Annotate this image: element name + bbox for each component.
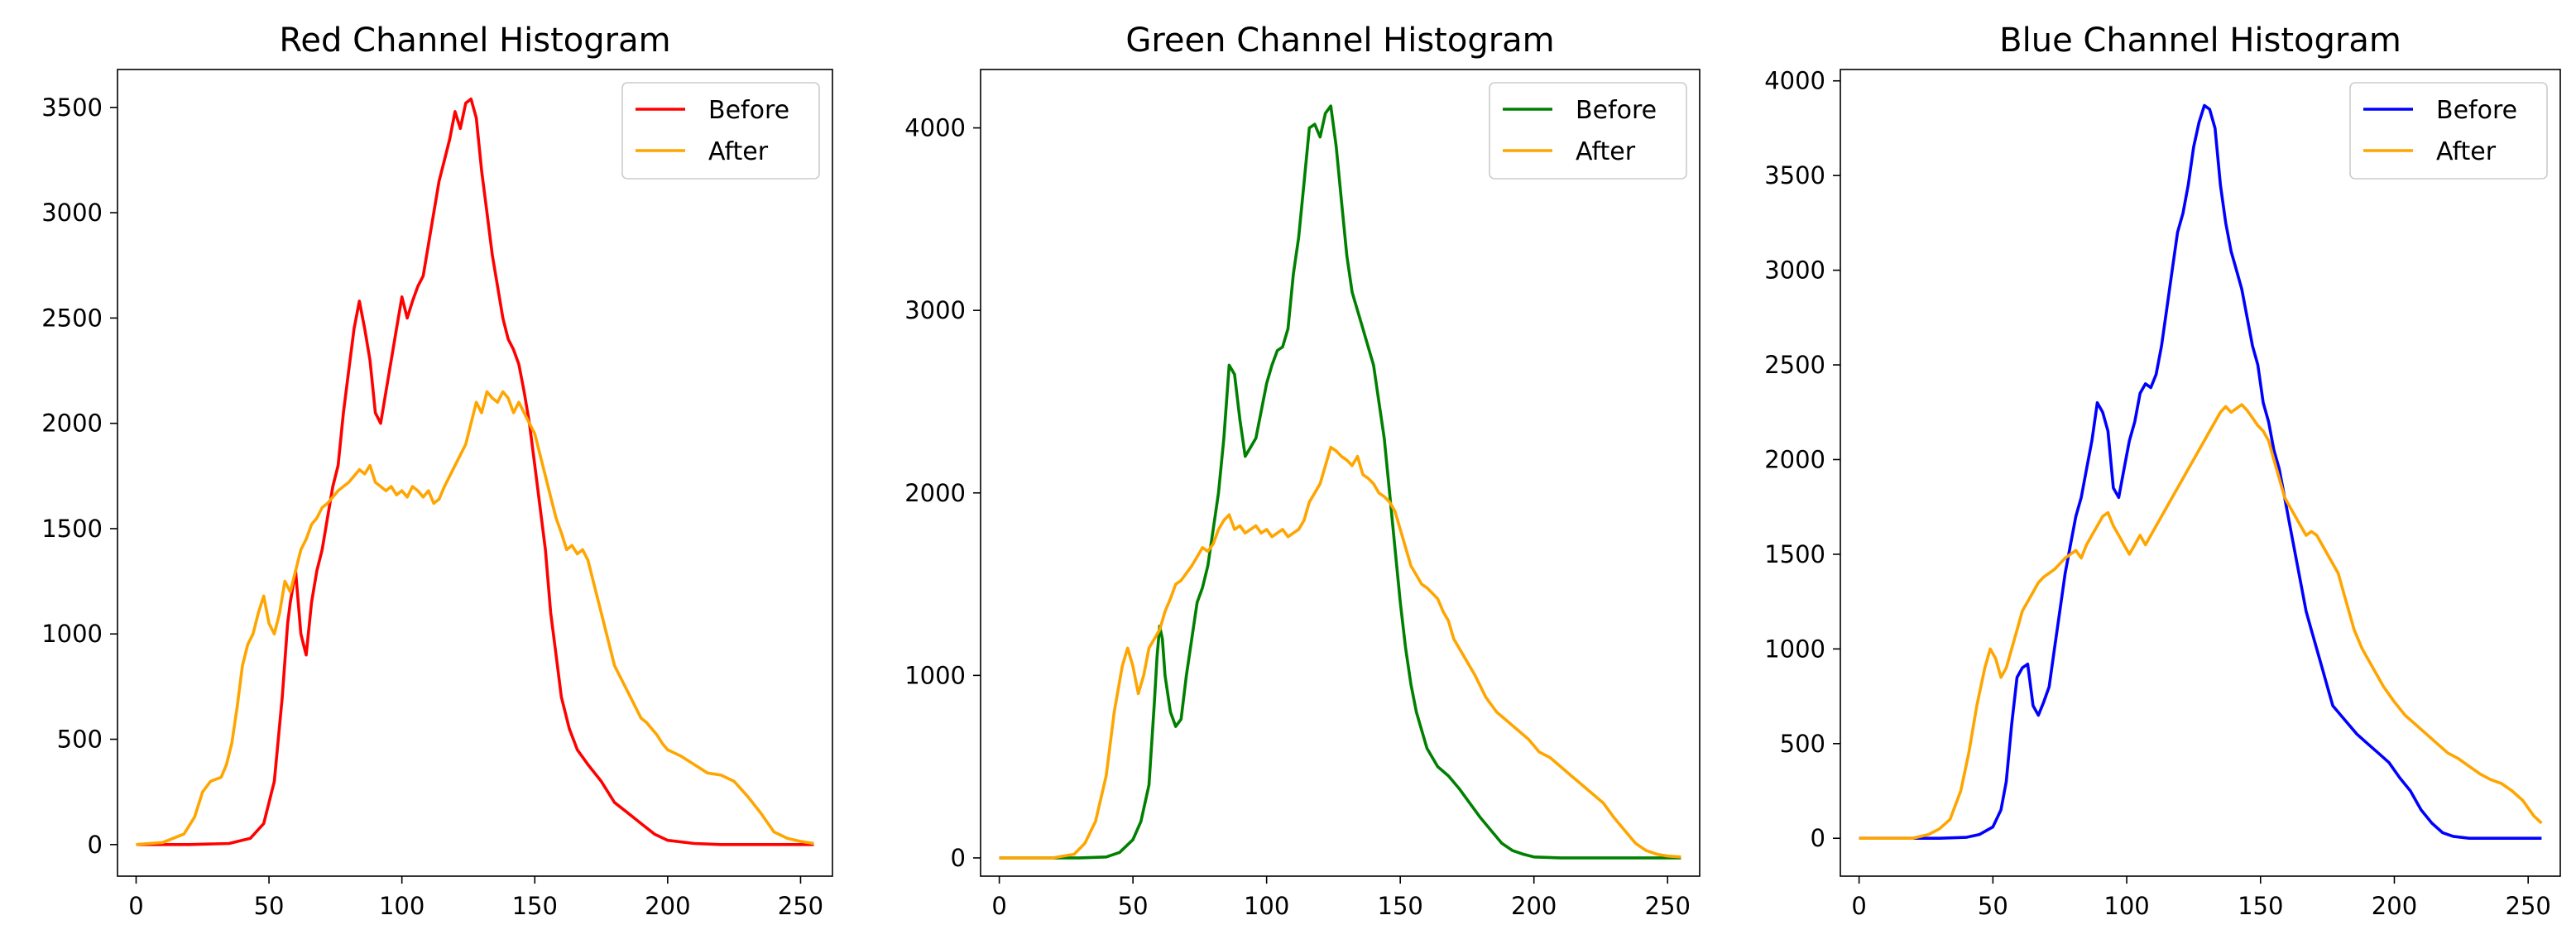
y-tick-label: 2500 [41,304,103,332]
y-tick-label: 4000 [1764,67,1825,95]
x-tick-label: 100 [379,892,425,920]
chart-panel-green-channel-histogram: Green Channel Histogram 0 50 100 150 200 250 0 1… [904,22,1701,920]
legend-box [1489,82,1687,180]
series-line-after [136,390,814,846]
y-tick-label: 2000 [904,479,966,507]
x-tick-label: 200 [2372,892,2417,920]
y-tick-label: 500 [57,726,103,754]
chart-title: Blue Channel Histogram [1999,22,2401,60]
legend-label-before: Before [2436,96,2517,125]
x-tick-label: 50 [1978,892,2008,920]
x-tick-label: 0 [128,892,143,920]
y-tick-label: 1000 [1764,635,1825,663]
x-tick-label: 0 [991,892,1006,920]
x-tick-label: 150 [1378,892,1423,920]
chart-title: Green Channel Histogram [1125,22,1554,60]
y-tick-label: 3000 [904,296,966,324]
x-tick-label: 250 [778,892,823,920]
series-line-before [1859,103,2542,841]
y-tick-label: 2000 [1764,445,1825,473]
plot-frame [1840,69,2561,877]
legend-label-after: After [1576,137,1636,166]
x-tick-label: 250 [1645,892,1691,920]
y-tick-label: 1500 [1764,540,1825,568]
y-tick-label: 500 [1780,730,1825,758]
legend-label-after: After [708,137,769,166]
y-tick-label: 2000 [41,410,103,438]
x-tick-label: 0 [1851,892,1866,920]
y-tick-label: 3000 [41,199,103,227]
y-tick-label: 4000 [904,114,966,142]
x-tick-label: 150 [512,892,558,920]
x-tick-label: 200 [645,892,690,920]
legend-label-before: Before [1576,96,1657,125]
y-tick-label: 1000 [904,661,966,689]
y-tick-label: 3000 [1764,256,1825,285]
y-tick-label: 0 [88,831,103,859]
legend-box [2349,82,2548,180]
x-tick-label: 200 [1511,892,1557,920]
x-tick-label: 50 [1118,892,1149,920]
series-line-before [136,97,814,846]
y-tick-label: 0 [951,844,966,872]
x-tick-label: 250 [2506,892,2551,920]
chart-title: Red Channel Histogram [279,22,670,60]
y-tick-label: 1000 [41,620,103,648]
x-tick-label: 100 [1244,892,1289,920]
x-tick-label: 50 [254,892,285,920]
y-tick-label: 1500 [41,515,103,543]
plot-frame [117,69,833,877]
y-tick-label: 2500 [1764,351,1825,379]
legend: Before After [2349,82,2548,180]
legend: Before After [1489,82,1687,180]
series-line-after [999,445,1681,860]
y-tick-label: 0 [1811,824,1825,852]
legend-box [621,82,820,180]
x-tick-label: 150 [2238,892,2283,920]
legend: Before After [621,82,820,180]
legend-label-before: Before [708,96,789,125]
plot-frame [980,69,1701,877]
y-tick-label: 3500 [41,93,103,122]
series-line-before [999,104,1681,860]
y-tick-label: 3500 [1764,161,1825,189]
legend-label-after: After [2436,137,2497,166]
series-line-after [1859,403,2543,841]
x-tick-label: 100 [2103,892,2149,920]
